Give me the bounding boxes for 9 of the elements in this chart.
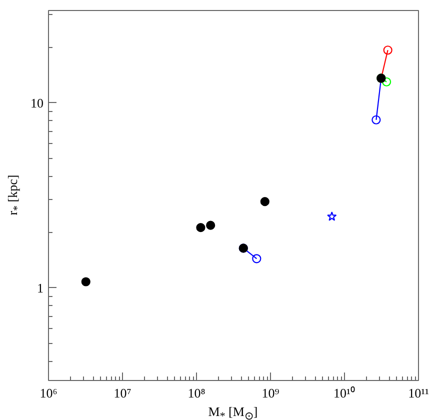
x-tick-label: 10⁸	[188, 386, 206, 400]
y-tick-label: 1	[37, 280, 44, 296]
x-tick-label: 10⁶	[40, 386, 58, 400]
x-tick-label: 10⁷	[114, 386, 132, 400]
x-axis-title: M$_{*}$ [M$_{⊙}$]	[207, 404, 259, 420]
y-tick-label: 10	[30, 95, 44, 110]
x-tick-label: 10¹¹	[408, 386, 429, 400]
x-tick-label: 10¹⁰	[334, 386, 356, 400]
x-tick-label: 10⁹	[262, 386, 280, 400]
